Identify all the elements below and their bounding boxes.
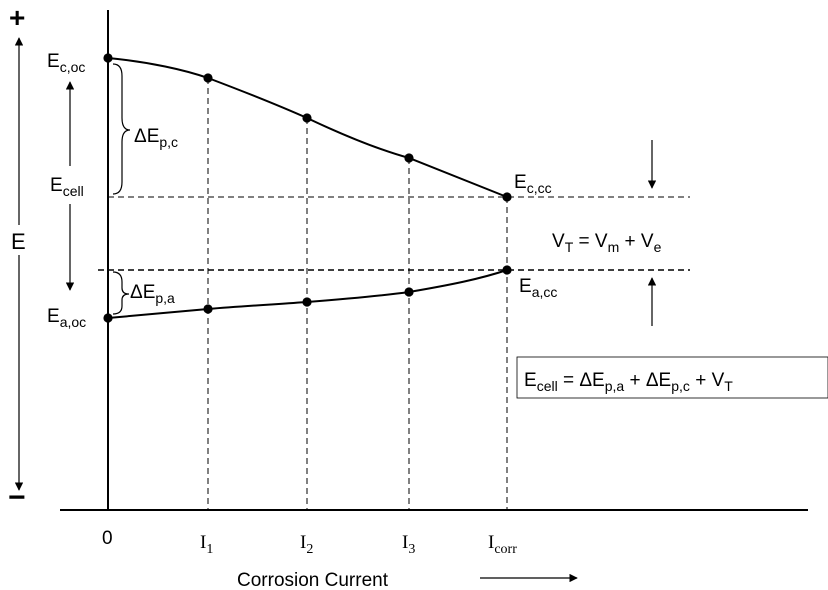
plus-sign: +	[9, 2, 25, 33]
anodic-point-i3	[404, 287, 414, 297]
anodic-point-0	[103, 313, 113, 323]
minus-sign: −	[8, 481, 26, 514]
anodic-point-i2	[302, 297, 312, 307]
delta-ep-c-brace	[112, 63, 131, 195]
tick-0: 0	[102, 528, 113, 549]
delta-ep-a-label: ΔEp,a	[130, 282, 175, 306]
ecell-equation-box	[516, 356, 828, 399]
e-c-oc-label: Ec,oc	[47, 51, 85, 75]
cathodic-point-i3	[404, 153, 414, 163]
tick-i3: I3	[402, 532, 415, 557]
cathodic-point-0	[103, 53, 113, 63]
cathodic-curve	[107, 57, 508, 198]
x-axis-label: Corrosion Current	[237, 570, 389, 590]
e-cell-label: Ecell	[50, 175, 84, 199]
e-a-cc-label: Ea,cc	[519, 276, 557, 300]
delta-ep-a-brace	[112, 271, 130, 315]
delta-ep-c-label: ΔEp,c	[134, 126, 178, 150]
tick-i2: I2	[300, 532, 313, 557]
e-axis-label: E	[11, 229, 26, 254]
e-a-oc-label: Ea,oc	[47, 306, 86, 330]
cathodic-point-i2	[302, 113, 312, 123]
tick-icorr: Icorr	[488, 532, 517, 557]
ecell-equation: Ecell = ΔEp,a + ΔEp,c + VT	[524, 370, 733, 394]
anodic-point-i1	[203, 304, 213, 314]
cathodic-point-icorr	[502, 192, 512, 202]
vt-equation: VT = Vm + Ve	[552, 231, 662, 255]
anodic-point-icorr	[502, 265, 512, 275]
e-c-cc-label: Ec,cc	[514, 172, 552, 196]
tick-i1: I1	[200, 532, 213, 557]
e-label-mask	[8, 225, 32, 255]
cathodic-point-i1	[203, 73, 213, 83]
